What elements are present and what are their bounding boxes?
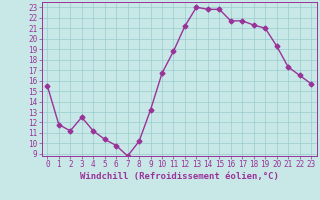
X-axis label: Windchill (Refroidissement éolien,°C): Windchill (Refroidissement éolien,°C)	[80, 172, 279, 181]
